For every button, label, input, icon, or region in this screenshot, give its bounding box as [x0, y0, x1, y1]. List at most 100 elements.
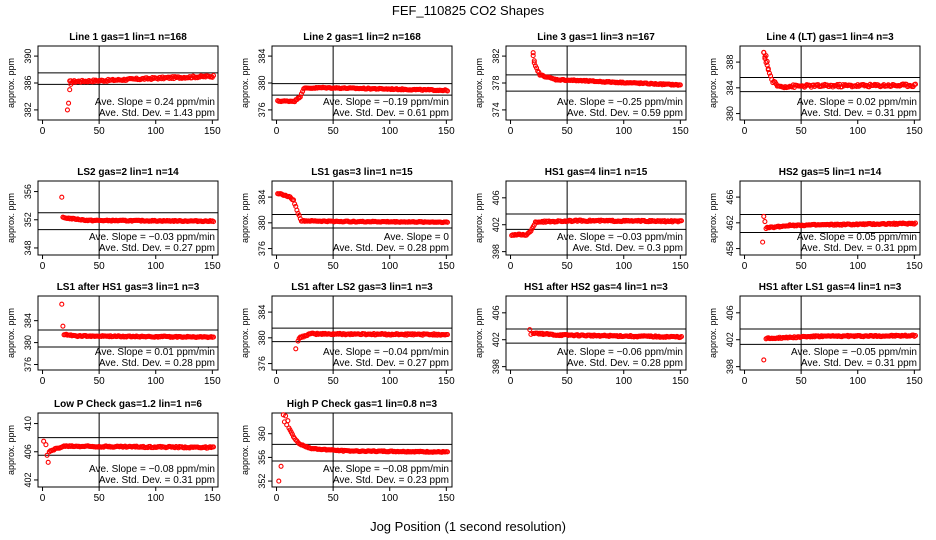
- x-tick-label: 100: [615, 261, 632, 272]
- std-dev-annotation: Ave. Std. Dev. = 0.28 ppm: [99, 358, 215, 369]
- figure-title: FEF_110825 CO2 Shapes: [392, 3, 545, 18]
- data-point: [760, 239, 766, 245]
- panel: Line 2 gas=1 lin=2 n=168 0 50 100 150 376 380 3…: [240, 32, 455, 137]
- data-point: [912, 81, 919, 87]
- panel: High P Check gas=1 lin=0.8 n=3 0 50 100 150 3…: [240, 399, 455, 504]
- plot-frame: [271, 412, 453, 488]
- data-point: [844, 332, 851, 339]
- panel: LS1 after HS1 gas=3 lin=1 n=3 0 50 100 150 37…: [6, 282, 221, 387]
- y-axis-label: approx. ppm: [240, 308, 250, 358]
- panel-title: LS2 gas=2 lin=1 n=14: [77, 167, 179, 178]
- x-tick-label: 0: [742, 376, 748, 387]
- data-point: [59, 301, 65, 307]
- data-point: [678, 218, 685, 224]
- slope-annotation: Ave. Slope = 0.02 ppm/min: [797, 97, 917, 108]
- x-tick-label: 50: [94, 126, 106, 137]
- y-tick-label: 376: [23, 357, 33, 372]
- plot-frame: [505, 180, 687, 256]
- data-point: [900, 81, 906, 87]
- x-tick-label: 100: [147, 376, 164, 387]
- std-dev-annotation: Ave. Std. Dev. = 1.43 ppm: [99, 108, 215, 119]
- data-point: [293, 346, 299, 352]
- data-series: [761, 332, 919, 363]
- panel: LS1 after LS2 gas=3 lin=1 n=3 0 50 100 150 37…: [240, 282, 455, 387]
- y-tick-label: 410: [23, 416, 33, 431]
- plot-frame: [739, 180, 921, 256]
- x-tick-label: 150: [204, 261, 221, 272]
- slope-annotation: Ave. Slope = 0: [384, 232, 450, 243]
- x-tick-label: 0: [40, 261, 46, 272]
- data-point: [210, 444, 217, 450]
- data-point: [587, 217, 593, 223]
- y-tick-label: 376: [257, 241, 267, 256]
- y-tick-label: 462: [725, 215, 735, 230]
- data-point: [362, 331, 368, 337]
- y-tick-label: 380: [257, 215, 267, 230]
- x-tick-label: 100: [849, 126, 866, 137]
- slope-annotation: Ave. Slope = −0.04 ppm/min: [323, 347, 449, 358]
- x-tick-label: 150: [438, 493, 455, 504]
- data-point: [444, 219, 451, 225]
- data-series: [509, 217, 685, 238]
- y-tick-label: 402: [725, 332, 735, 347]
- x-tick-label: 100: [147, 493, 164, 504]
- data-point: [292, 201, 298, 207]
- data-point: [210, 219, 217, 225]
- y-tick-label: 384: [257, 49, 267, 64]
- plot-frame: [37, 412, 219, 488]
- data-point: [912, 220, 919, 226]
- y-tick-label: 384: [257, 305, 267, 320]
- plot-frame: [505, 295, 687, 371]
- std-dev-annotation: Ave. Std. Dev. = 0.61 ppm: [333, 108, 449, 119]
- y-tick-label: 384: [725, 80, 735, 95]
- data-point: [314, 330, 320, 336]
- data-point: [761, 213, 767, 219]
- data-point: [99, 77, 106, 83]
- y-axis-label: approx. ppm: [240, 58, 250, 108]
- x-tick-label: 0: [274, 493, 280, 504]
- y-tick-label: 458: [725, 241, 735, 256]
- panel-title: Line 4 (LT) gas=1 lin=4 n=3: [766, 32, 894, 43]
- data-point: [60, 323, 66, 329]
- x-tick-label: 50: [562, 126, 574, 137]
- data-point: [186, 75, 192, 81]
- data-series: [41, 438, 217, 465]
- std-dev-annotation: Ave. Std. Dev. = 0.27 ppm: [99, 243, 215, 254]
- std-dev-annotation: Ave. Std. Dev. = 0.28 ppm: [567, 358, 683, 369]
- data-point: [298, 91, 304, 97]
- data-point: [678, 334, 685, 340]
- x-tick-label: 0: [40, 493, 46, 504]
- panel-title: LS1 after LS2 gas=3 lin=1 n=3: [291, 282, 433, 293]
- data-point: [531, 58, 537, 64]
- slope-annotation: Ave. Slope = −0.08 ppm/min: [323, 464, 449, 475]
- panel: Line 3 gas=1 lin=3 n=167 0 50 100 150 374 378 3…: [474, 32, 689, 137]
- x-tick-label: 0: [508, 261, 514, 272]
- x-tick-label: 100: [381, 261, 398, 272]
- x-tick-label: 50: [328, 126, 340, 137]
- data-point: [210, 334, 217, 340]
- y-tick-label: 382: [491, 49, 501, 64]
- data-point: [67, 87, 73, 93]
- x-tick-label: 100: [849, 376, 866, 387]
- data-point: [781, 85, 787, 91]
- y-axis-label: approx. ppm: [6, 58, 16, 108]
- data-point: [339, 332, 345, 338]
- data-point: [762, 218, 768, 225]
- data-point: [43, 442, 49, 448]
- data-point: [911, 221, 917, 227]
- slope-annotation: Ave. Slope = 0.24 ppm/min: [95, 97, 215, 108]
- data-point: [45, 459, 51, 465]
- panel-title: LS1 after HS1 gas=3 lin=1 n=3: [57, 282, 200, 293]
- y-tick-label: 378: [491, 75, 501, 90]
- data-point: [285, 418, 291, 424]
- y-tick-label: 380: [725, 106, 735, 121]
- y-tick-label: 356: [257, 450, 267, 465]
- data-point: [841, 83, 847, 89]
- data-point: [766, 70, 772, 76]
- data-point: [763, 53, 769, 59]
- data-point: [912, 333, 919, 339]
- y-tick-label: 402: [23, 472, 33, 487]
- y-tick-label: 406: [725, 305, 735, 320]
- std-dev-annotation: Ave. Std. Dev. = 0.31 ppm: [99, 475, 215, 486]
